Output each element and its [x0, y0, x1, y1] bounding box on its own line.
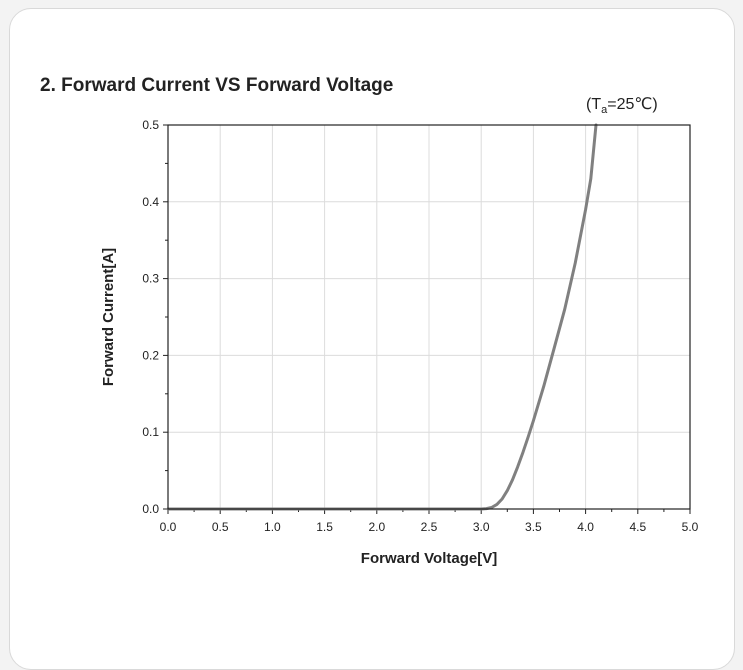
test-condition: (Ta=25℃): [586, 96, 658, 116]
series: [168, 125, 596, 509]
x-tick-label: 5.0: [682, 520, 699, 534]
x-tick-label: 1.5: [316, 520, 333, 534]
y-axis-label: Forward Current[A]: [100, 248, 117, 386]
forward-current-curve: [168, 125, 596, 509]
y-tick-label: 0.3: [142, 272, 159, 286]
x-tick-label: 2.5: [421, 520, 438, 534]
x-axis-label: Forward Voltage[V]: [361, 550, 497, 567]
y-tick-label: 0.1: [142, 425, 159, 439]
x-tick-label: 0.0: [160, 520, 177, 534]
ticks: 0.0 0.5 1.0 1.5 2.0 2.5 3.0 3.5 4.0 4.5 5.0 0.0 0.1 0…: [142, 118, 698, 534]
y-tick-label: 0.2: [142, 348, 159, 362]
x-tick-label: 4.5: [629, 520, 646, 534]
x-tick-label: 1.0: [264, 520, 281, 534]
grid: [168, 125, 690, 509]
y-tick-label: 0.5: [142, 118, 159, 132]
x-tick-label: 3.5: [525, 520, 542, 534]
x-tick-label: 4.0: [577, 520, 594, 534]
forward-current-voltage-chart: 2. Forward Current VS Forward Voltage (T…: [0, 0, 743, 652]
y-tick-label: 0.4: [142, 195, 159, 209]
x-tick-label: 3.0: [473, 520, 490, 534]
chart-title: 2. Forward Current VS Forward Voltage: [40, 75, 393, 96]
y-tick-label: 0.0: [142, 502, 159, 516]
x-tick-label: 0.5: [212, 520, 229, 534]
x-tick-label: 2.0: [368, 520, 385, 534]
